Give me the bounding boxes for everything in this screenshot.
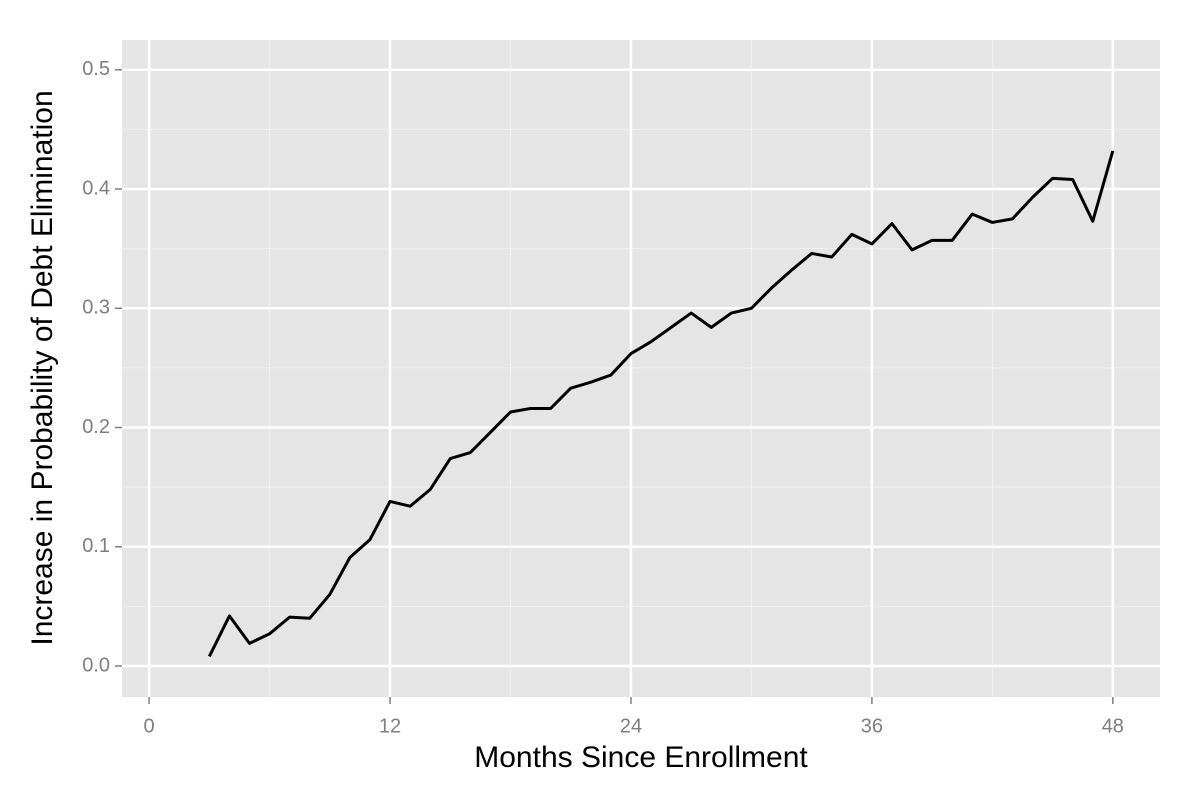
y-tick-label: 0.2 [82, 416, 110, 438]
x-tick-label: 0 [144, 715, 155, 737]
y-tick-label: 0.3 [82, 297, 110, 319]
x-tick-label: 24 [620, 715, 642, 737]
plot-background [122, 40, 1160, 697]
x-tick-label: 48 [1102, 715, 1124, 737]
x-axis-title: Months Since Enrollment [474, 741, 808, 774]
y-axis-title: Increase in Probability of Debt Eliminat… [26, 90, 59, 645]
x-tick-label: 36 [861, 715, 883, 737]
y-tick-label: 0.4 [82, 177, 110, 199]
y-tick-label: 0.1 [82, 535, 110, 557]
y-tick-label: 0.0 [82, 654, 110, 676]
data-line [207, 150, 1115, 658]
x-tick-label: 12 [379, 715, 401, 737]
y-tick-label: 0.5 [82, 58, 110, 80]
